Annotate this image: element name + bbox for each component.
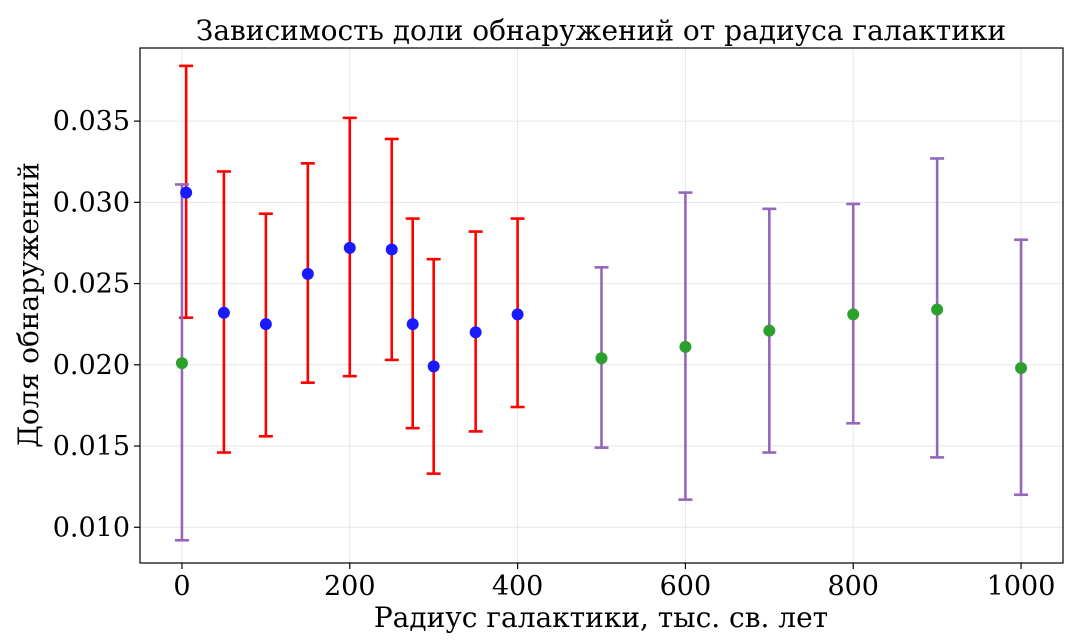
y-tick-label: 0.020 bbox=[53, 350, 130, 381]
data-point bbox=[1015, 362, 1028, 375]
x-tick-label: 0 bbox=[173, 571, 190, 602]
data-point bbox=[595, 352, 608, 365]
y-axis-ticks: 0.010 0.015 0.020 0.025 0.030 0.035 bbox=[53, 106, 140, 543]
data-point bbox=[679, 340, 692, 353]
y-tick-label: 0.035 bbox=[53, 106, 130, 137]
x-axis-label: Радиус галактики, тыс. св. лет bbox=[374, 601, 828, 634]
x-tick-label: 800 bbox=[827, 571, 879, 602]
y-tick-label: 0.010 bbox=[53, 512, 130, 543]
y-tick-label: 0.025 bbox=[53, 269, 130, 300]
data-point bbox=[301, 267, 314, 280]
chart-title: Зависимость доли обнаружений от радиуса … bbox=[196, 14, 1006, 47]
data-points bbox=[175, 186, 1028, 375]
error-bars bbox=[174, 64, 1029, 542]
data-point bbox=[385, 243, 398, 256]
data-point bbox=[847, 308, 860, 321]
x-tick-label: 600 bbox=[660, 571, 712, 602]
x-axis-ticks: 0 200 400 600 800 1000 bbox=[173, 563, 1055, 602]
data-point bbox=[180, 186, 193, 199]
data-point bbox=[406, 318, 419, 331]
data-point bbox=[217, 306, 230, 319]
data-point bbox=[259, 318, 272, 331]
x-tick-label: 200 bbox=[324, 571, 376, 602]
x-tick-label: 1000 bbox=[987, 571, 1056, 602]
data-point bbox=[175, 357, 188, 370]
data-point bbox=[763, 324, 776, 337]
y-tick-label: 0.030 bbox=[53, 187, 130, 218]
x-tick-label: 400 bbox=[492, 571, 544, 602]
data-point bbox=[427, 360, 440, 373]
data-point bbox=[469, 326, 482, 339]
data-point bbox=[343, 241, 356, 254]
y-tick-label: 0.015 bbox=[53, 431, 130, 462]
data-point bbox=[931, 303, 944, 316]
y-axis-label: Доля обнаружений bbox=[12, 162, 45, 448]
plot-frame bbox=[139, 47, 1064, 564]
data-point bbox=[511, 308, 524, 321]
